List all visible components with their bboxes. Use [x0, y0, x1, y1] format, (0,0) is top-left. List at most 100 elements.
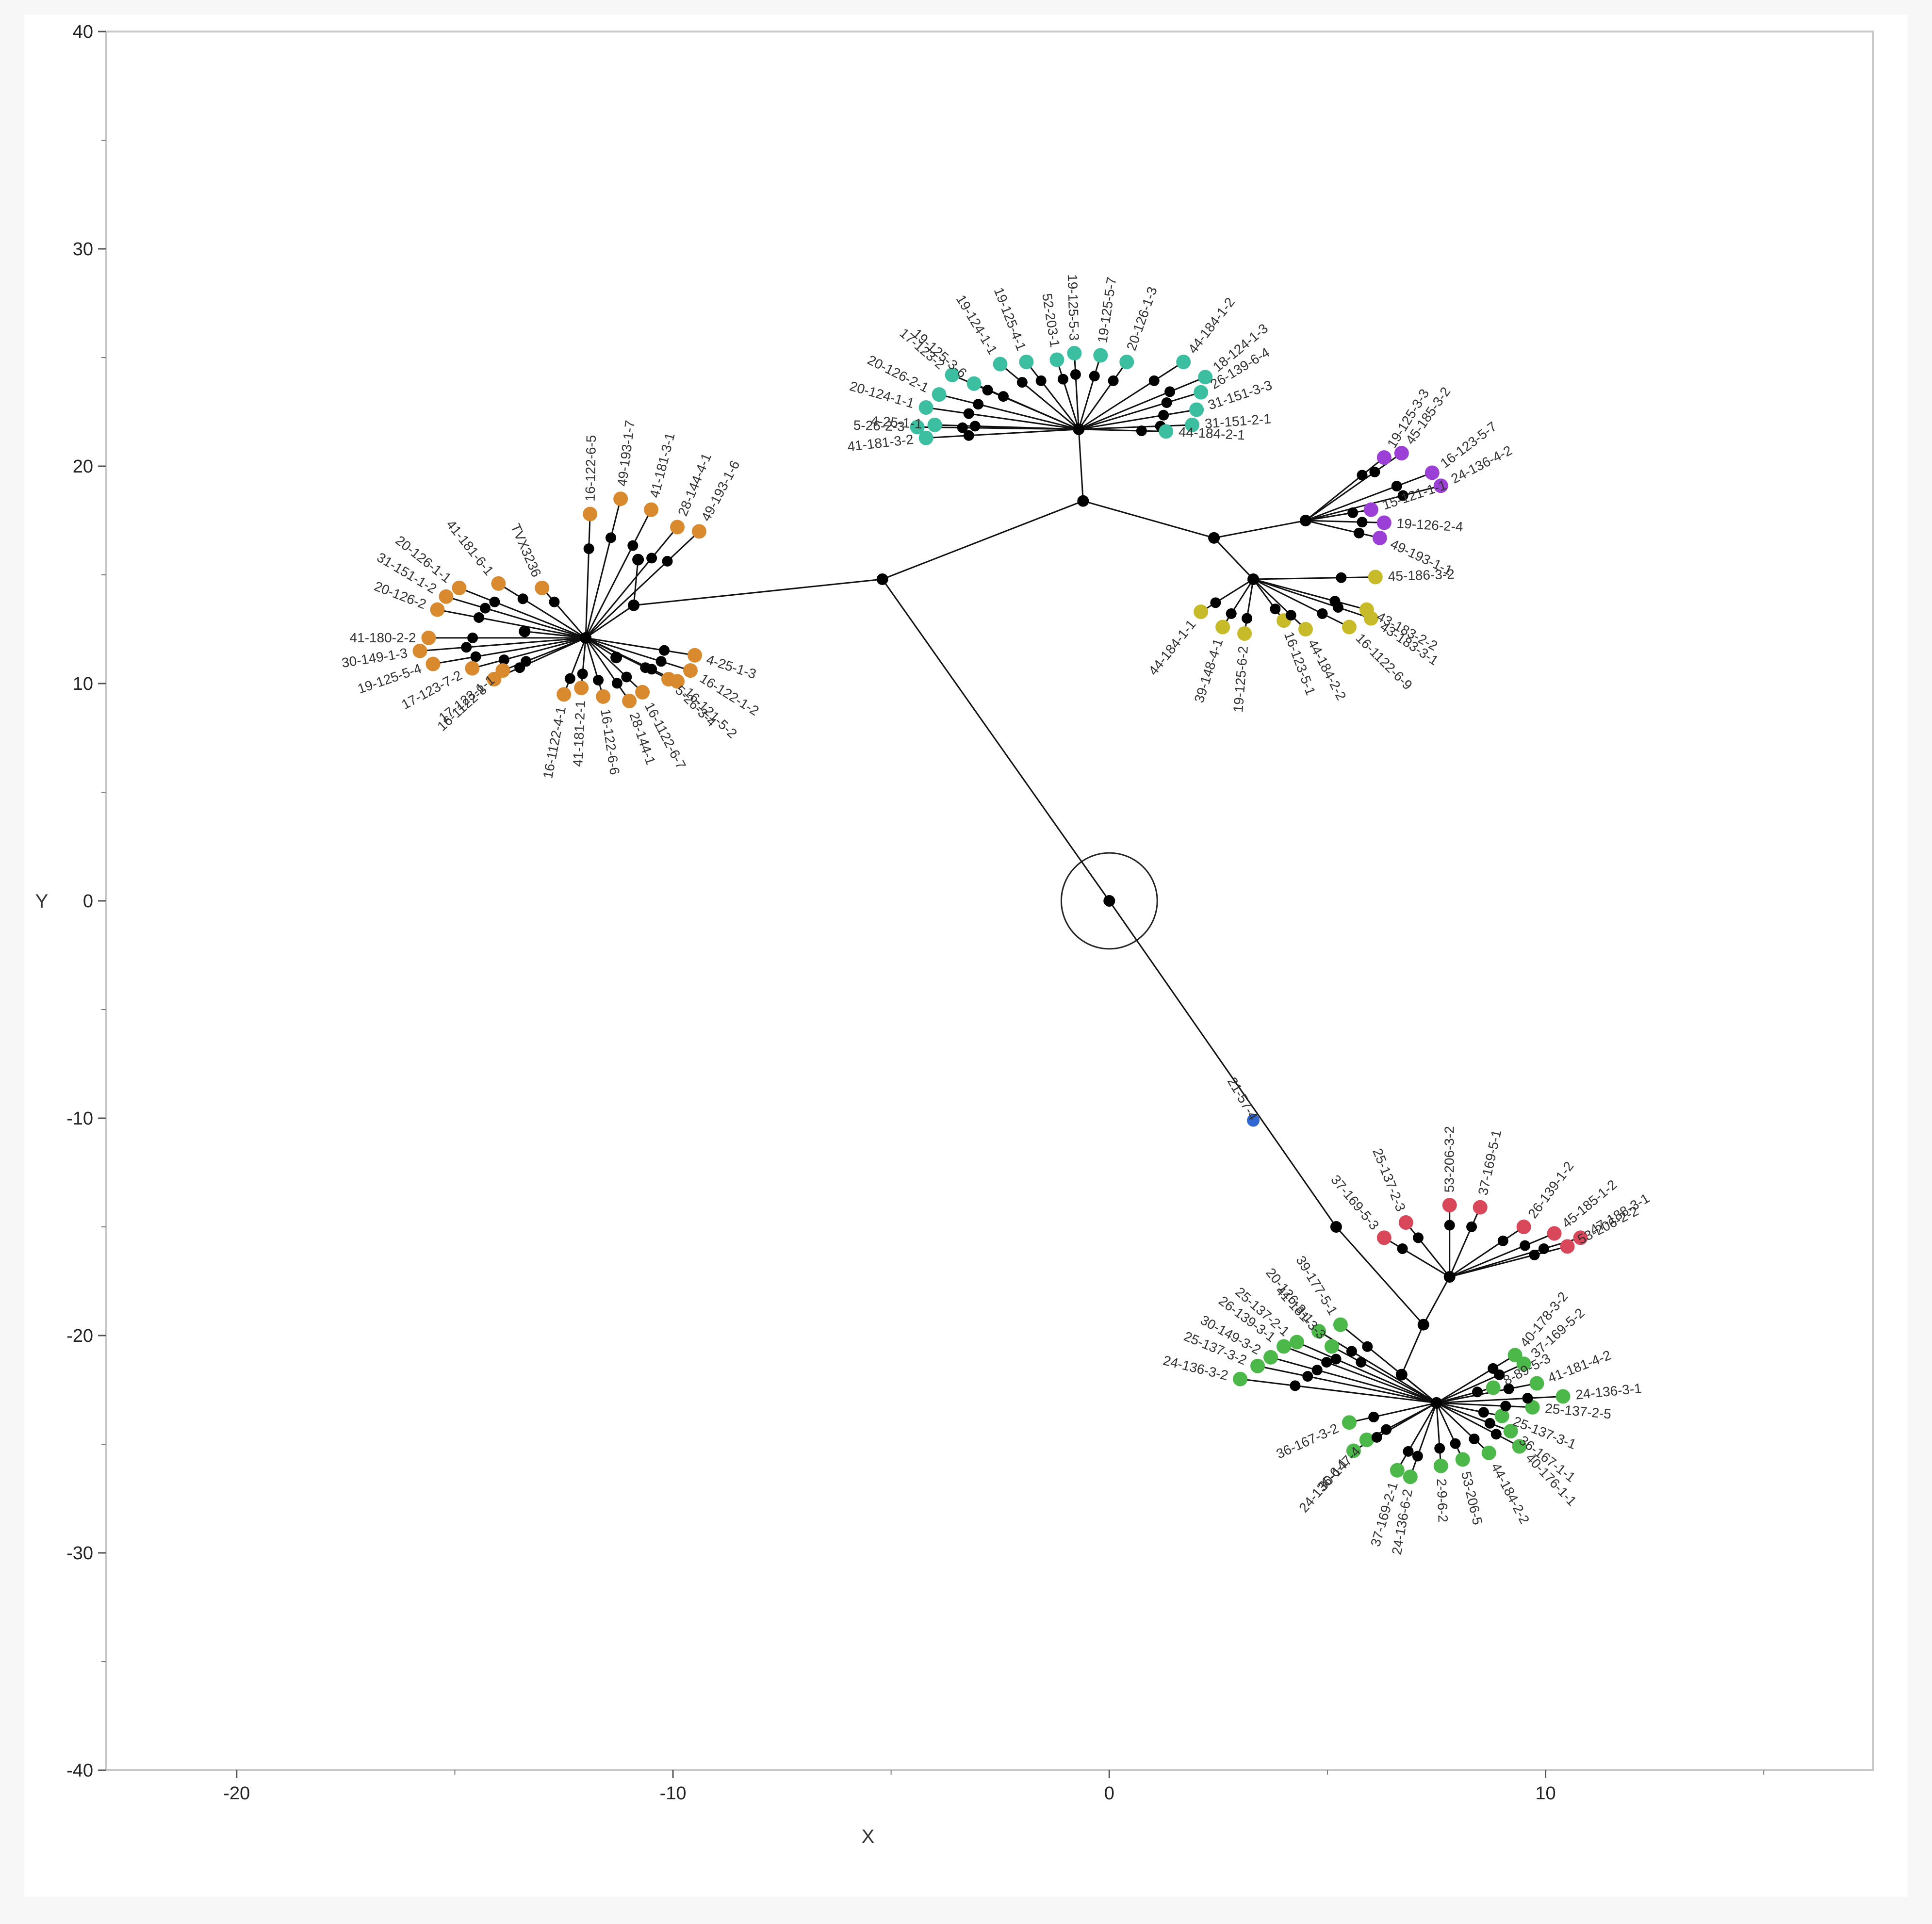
branch-node — [1290, 1380, 1301, 1391]
branch-node — [1490, 1429, 1502, 1440]
branch-node — [1346, 1346, 1357, 1357]
branch-edge — [585, 549, 590, 638]
branch-node — [489, 596, 500, 607]
branch-node — [973, 399, 984, 410]
tree-edge — [1213, 537, 1254, 580]
leaf-point — [1277, 1339, 1291, 1354]
branch-edge — [1317, 1369, 1437, 1404]
branch-node — [583, 543, 594, 554]
leaf-point — [1560, 1239, 1575, 1254]
branch-edge — [1305, 520, 1362, 523]
tree-edge — [1401, 1324, 1424, 1375]
branch-node — [1357, 517, 1368, 528]
branch-edge — [585, 637, 665, 652]
branch-node — [549, 596, 560, 607]
root-node — [1103, 895, 1115, 907]
branch-node — [1161, 397, 1172, 408]
tree-edge — [524, 630, 586, 639]
leaf-point — [1481, 1445, 1496, 1460]
branch-edge — [1360, 1361, 1437, 1404]
branch-node — [655, 656, 667, 667]
branch-node — [1242, 613, 1253, 624]
internal-node — [610, 652, 622, 664]
branch-node — [957, 422, 968, 433]
branch-edge — [1436, 1402, 1441, 1449]
branch-node — [467, 632, 478, 643]
leaf-label: 19-125-5-3 — [1065, 274, 1082, 341]
leaf-point — [452, 580, 467, 595]
leaf-point — [421, 630, 436, 645]
branch-node — [646, 553, 657, 564]
y-tick-label: -30 — [66, 1543, 93, 1564]
x-tick-label: -10 — [660, 1783, 687, 1804]
branch-node — [1412, 1451, 1423, 1462]
leaf-point — [1363, 502, 1378, 517]
branch-edge — [1257, 1365, 1308, 1377]
branch-edge — [585, 637, 627, 678]
internal-node — [519, 625, 531, 637]
outlier-point — [1247, 1114, 1260, 1127]
tree-points — [412, 346, 1588, 1484]
leaf-point — [1555, 1389, 1571, 1404]
leaf-point — [491, 576, 506, 591]
branch-edge — [1436, 1391, 1478, 1404]
branch-edge — [582, 637, 587, 674]
branch-edge — [1436, 1402, 1497, 1435]
branch-node — [470, 651, 481, 662]
y-tick-label: 40 — [73, 22, 93, 42]
leaf-point — [635, 685, 650, 700]
branch-node — [1522, 1393, 1533, 1404]
leaf-point — [426, 656, 441, 671]
branch-edge — [1078, 391, 1170, 430]
internal-node — [1417, 1319, 1429, 1331]
branch-node — [1469, 1434, 1480, 1445]
branch-node — [1164, 386, 1176, 397]
branch-node — [461, 642, 472, 653]
branch-edge — [1240, 1378, 1295, 1386]
leaf-label: 41-181-2-1 — [570, 700, 588, 767]
leaf-point — [1359, 1433, 1374, 1448]
branch-edge — [1253, 578, 1323, 615]
branch-node — [1057, 374, 1068, 385]
leaf-point — [1376, 450, 1392, 465]
branch-edge — [478, 617, 586, 639]
x-axis-title: X — [862, 1826, 875, 1847]
branch-node — [1285, 610, 1296, 621]
branch-edge — [1305, 520, 1359, 534]
branch-edge — [585, 637, 599, 681]
branch-node — [1368, 1411, 1379, 1422]
branch-edge — [1305, 474, 1363, 522]
leaf-point — [993, 357, 1008, 372]
branch-edge — [1417, 1237, 1450, 1277]
tree-edge — [1335, 1226, 1424, 1325]
branch-edge — [1253, 578, 1339, 608]
leaf-point — [683, 663, 698, 678]
branch-edge — [1307, 1375, 1437, 1404]
branch-node — [1397, 490, 1408, 501]
leaf-point — [439, 589, 454, 604]
leaf-point — [1159, 424, 1174, 439]
branch-node — [1466, 1221, 1477, 1232]
branch-edge — [1079, 428, 1142, 432]
leaf-point — [688, 648, 702, 663]
leaf-point — [1049, 352, 1064, 367]
plot-area — [105, 31, 1874, 1771]
branch-edge — [1252, 579, 1276, 610]
branch-node — [1210, 597, 1221, 608]
branch-edge — [420, 646, 467, 652]
leaf-label: 19-126-2-4 — [1396, 516, 1463, 535]
branch-edge — [1326, 1361, 1437, 1404]
leaf-label: 4-25-1-1 — [870, 413, 923, 431]
y-tick-label: 30 — [73, 239, 93, 260]
branch-node — [1226, 608, 1237, 619]
branch-node — [1148, 375, 1160, 386]
branch-node — [564, 673, 575, 684]
leaf-point — [1473, 1200, 1488, 1215]
leaf-point — [574, 680, 589, 695]
branch-node — [1500, 1401, 1511, 1412]
leaf-point — [1455, 1452, 1470, 1467]
branch-edge — [1062, 379, 1080, 430]
tree-edge — [1109, 900, 1337, 1227]
leaf-point — [910, 420, 925, 435]
branch-edge — [978, 403, 1079, 430]
